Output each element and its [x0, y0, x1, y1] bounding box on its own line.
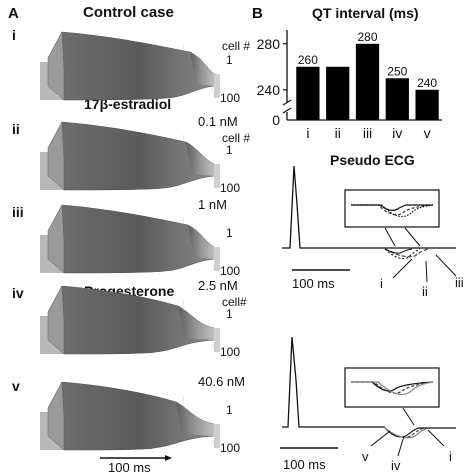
y-tick-label: 240 [257, 82, 281, 98]
bar-iii [355, 43, 380, 120]
repolarization-band [190, 52, 214, 86]
cell-top-tick: 1 [226, 403, 233, 417]
time-arrow-icon [165, 455, 172, 461]
cell-bottom-tick: 100 [220, 181, 240, 195]
concentration-label: 1 nM [198, 197, 227, 212]
x-tick-label: iii [363, 125, 372, 141]
ecg-trace-2: 100 ms v iv i [280, 336, 456, 473]
chart-title: QT interval (ms) [312, 5, 419, 21]
surface-row-5: v 40.6 nM 1 100 [12, 374, 245, 455]
repolarization-band [178, 306, 214, 340]
cell-bottom-tick: 100 [220, 345, 240, 359]
row-label: iii [12, 204, 24, 220]
bar-iv [385, 78, 409, 120]
time-scale-label: 100 ms [108, 460, 151, 474]
row-label: ii [12, 121, 20, 137]
panel-a-letter: A [8, 5, 19, 22]
upstroke-face [47, 285, 65, 355]
bar-value-label: 250 [387, 64, 407, 78]
control-title: Control case [83, 4, 174, 21]
row-label: i [12, 27, 16, 43]
ecg1-label-ii: ii [422, 284, 428, 299]
ecg2-label-iv: iv [391, 458, 401, 473]
cell-axis-label: cell# [222, 295, 247, 309]
cell-top-tick: 1 [226, 226, 233, 240]
resting-plane [214, 424, 220, 448]
axis-break-mark [282, 99, 292, 106]
concentration-label: 2.5 nM [198, 278, 238, 293]
upstroke-face [47, 31, 65, 101]
y-tick-label: 280 [257, 36, 281, 52]
bar-ii [326, 66, 350, 120]
concentration-label: 0.1 nM [198, 114, 238, 129]
resting-plane [214, 74, 220, 98]
plateau-surface [47, 31, 215, 101]
cell-top-tick: 1 [226, 53, 233, 67]
ecg1-label-i: i [380, 276, 383, 291]
repolarization-band [176, 402, 214, 436]
upstroke-face [47, 204, 65, 274]
upstroke-face [47, 381, 65, 451]
cell-bottom-tick: 100 [220, 441, 240, 455]
ecg2-label-v: v [362, 449, 369, 464]
surface-row-2: ii 0.1 nM cell #1 100 [12, 114, 250, 195]
bar-value-label: 280 [357, 30, 377, 44]
row-label: v [12, 378, 20, 394]
ecg1-label-iii: iii [455, 275, 464, 290]
panel-b-letter: B [252, 5, 263, 22]
ecg-inset-2 [344, 367, 440, 408]
repolarization-band [188, 225, 214, 259]
plateau-surface [47, 204, 215, 274]
bar-v [415, 89, 439, 120]
bar-value-label: 260 [298, 53, 318, 67]
cell-top-tick: 1 [226, 143, 233, 157]
cell-bottom-tick: 100 [220, 264, 240, 278]
cell-top-tick: 1 [226, 307, 233, 321]
surface-row-4: iv 2.5 nM cell#1 100 [12, 278, 247, 359]
x-tick-label: iv [392, 125, 402, 141]
row-label: iv [12, 285, 24, 301]
ecg-title: Pseudo ECG [330, 152, 415, 168]
concentration-label: 40.6 nM [198, 374, 245, 389]
cell-axis-label: cell # [222, 131, 250, 145]
x-tick-label: ii [335, 125, 341, 141]
cell-axis-label: cell # [222, 39, 250, 53]
bar-i [296, 66, 320, 120]
x-tick-label: v [424, 125, 431, 141]
resting-plane [214, 328, 220, 352]
y-tick-label: 0 [272, 112, 280, 128]
bar-value-label: 240 [417, 76, 437, 90]
x-tick-label: i [306, 125, 309, 141]
ecg-trace-1: 100 ms i ii iii [282, 165, 464, 299]
axis-break-mark [282, 107, 292, 114]
surface-row-3: iii 1 nM 1 100 [12, 197, 240, 278]
surface-row-1: i cell #1 100 [12, 27, 250, 105]
resting-plane [214, 247, 220, 271]
ecg-scale-label-2: 100 ms [283, 457, 326, 472]
ecg-scale-label-1: 100 ms [292, 276, 335, 291]
ecg2-label-i: i [449, 449, 452, 464]
cell-bottom-tick: 100 [220, 91, 240, 105]
upstroke-face [47, 121, 65, 191]
ecg-inset-1 [344, 189, 440, 228]
repolarization-band [186, 142, 214, 176]
resting-plane [214, 164, 220, 188]
